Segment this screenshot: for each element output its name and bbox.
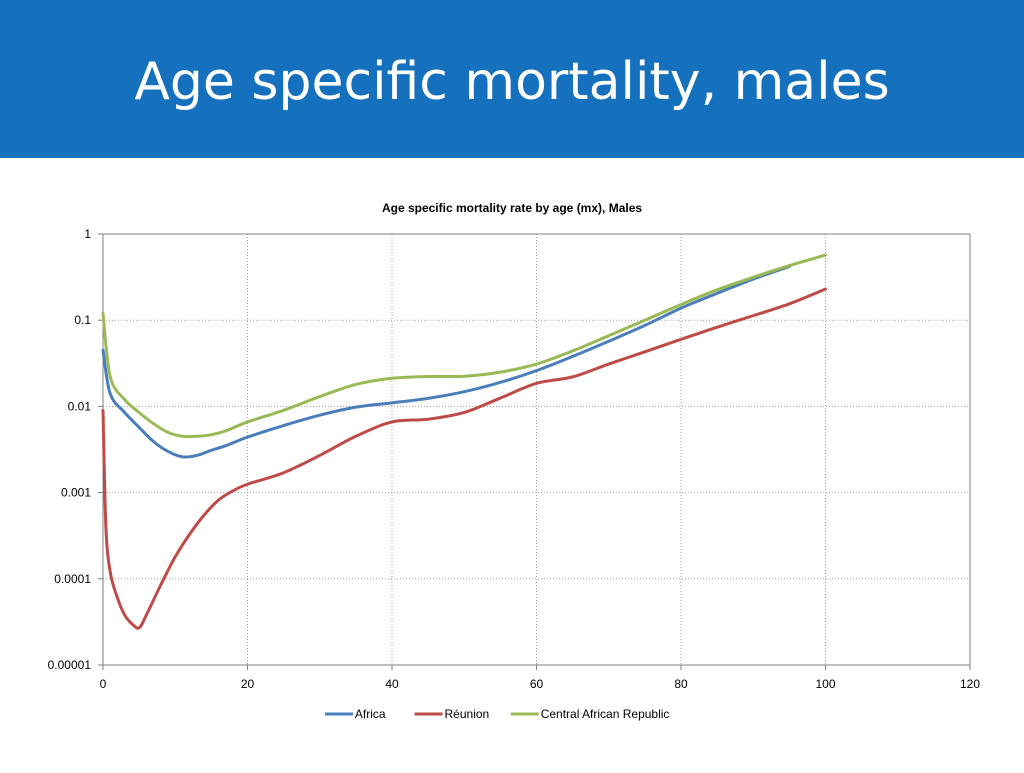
- x-tick-label: 20: [241, 677, 255, 691]
- series-lines: [101, 253, 827, 630]
- legend: Africa Réunion Central African Republic: [324, 707, 670, 721]
- y-tick-label: 0.0001: [54, 572, 91, 586]
- mortality-chart: Age specific mortality rate by age (mx),…: [48, 201, 981, 721]
- series-line-africa: [101, 264, 791, 459]
- legend-label: Réunion: [445, 707, 490, 721]
- y-tick-label: 0.1: [74, 313, 91, 327]
- y-tick-label: 0.00001: [48, 658, 92, 672]
- y-tick-label: 1: [84, 227, 91, 241]
- axes: 0 20 40 60 80 100 120 0.00001 0.0001 0.001 0.01 0.1…: [48, 227, 981, 691]
- x-tick-label: 120: [960, 677, 980, 691]
- legend-item-africa: Africa: [324, 707, 386, 721]
- legend-item-r-union: Réunion: [414, 707, 490, 721]
- chart-title: Age specific mortality rate by age (mx),…: [382, 201, 642, 215]
- x-tick-label: 60: [530, 677, 544, 691]
- title-banner: [0, 0, 1024, 158]
- slide-title: Age specific mortality, males: [134, 52, 890, 112]
- series-line-central-african-republic: [101, 253, 827, 439]
- x-tick-label: 100: [815, 677, 835, 691]
- legend-label: Africa: [355, 707, 386, 721]
- chart-area: Age specific mortality rate by age (mx),…: [0, 158, 1024, 768]
- x-tick-label: 40: [385, 677, 399, 691]
- legend-label: Central African Republic: [541, 707, 670, 721]
- series-line-r-union: [101, 287, 827, 630]
- x-tick-label: 0: [100, 677, 107, 691]
- grid-lines: [103, 234, 970, 665]
- legend-item-central-african-republic: Central African Republic: [510, 707, 670, 721]
- y-tick-label: 0.01: [68, 399, 92, 413]
- x-tick-label: 80: [674, 677, 688, 691]
- y-tick-label: 0.001: [61, 486, 91, 500]
